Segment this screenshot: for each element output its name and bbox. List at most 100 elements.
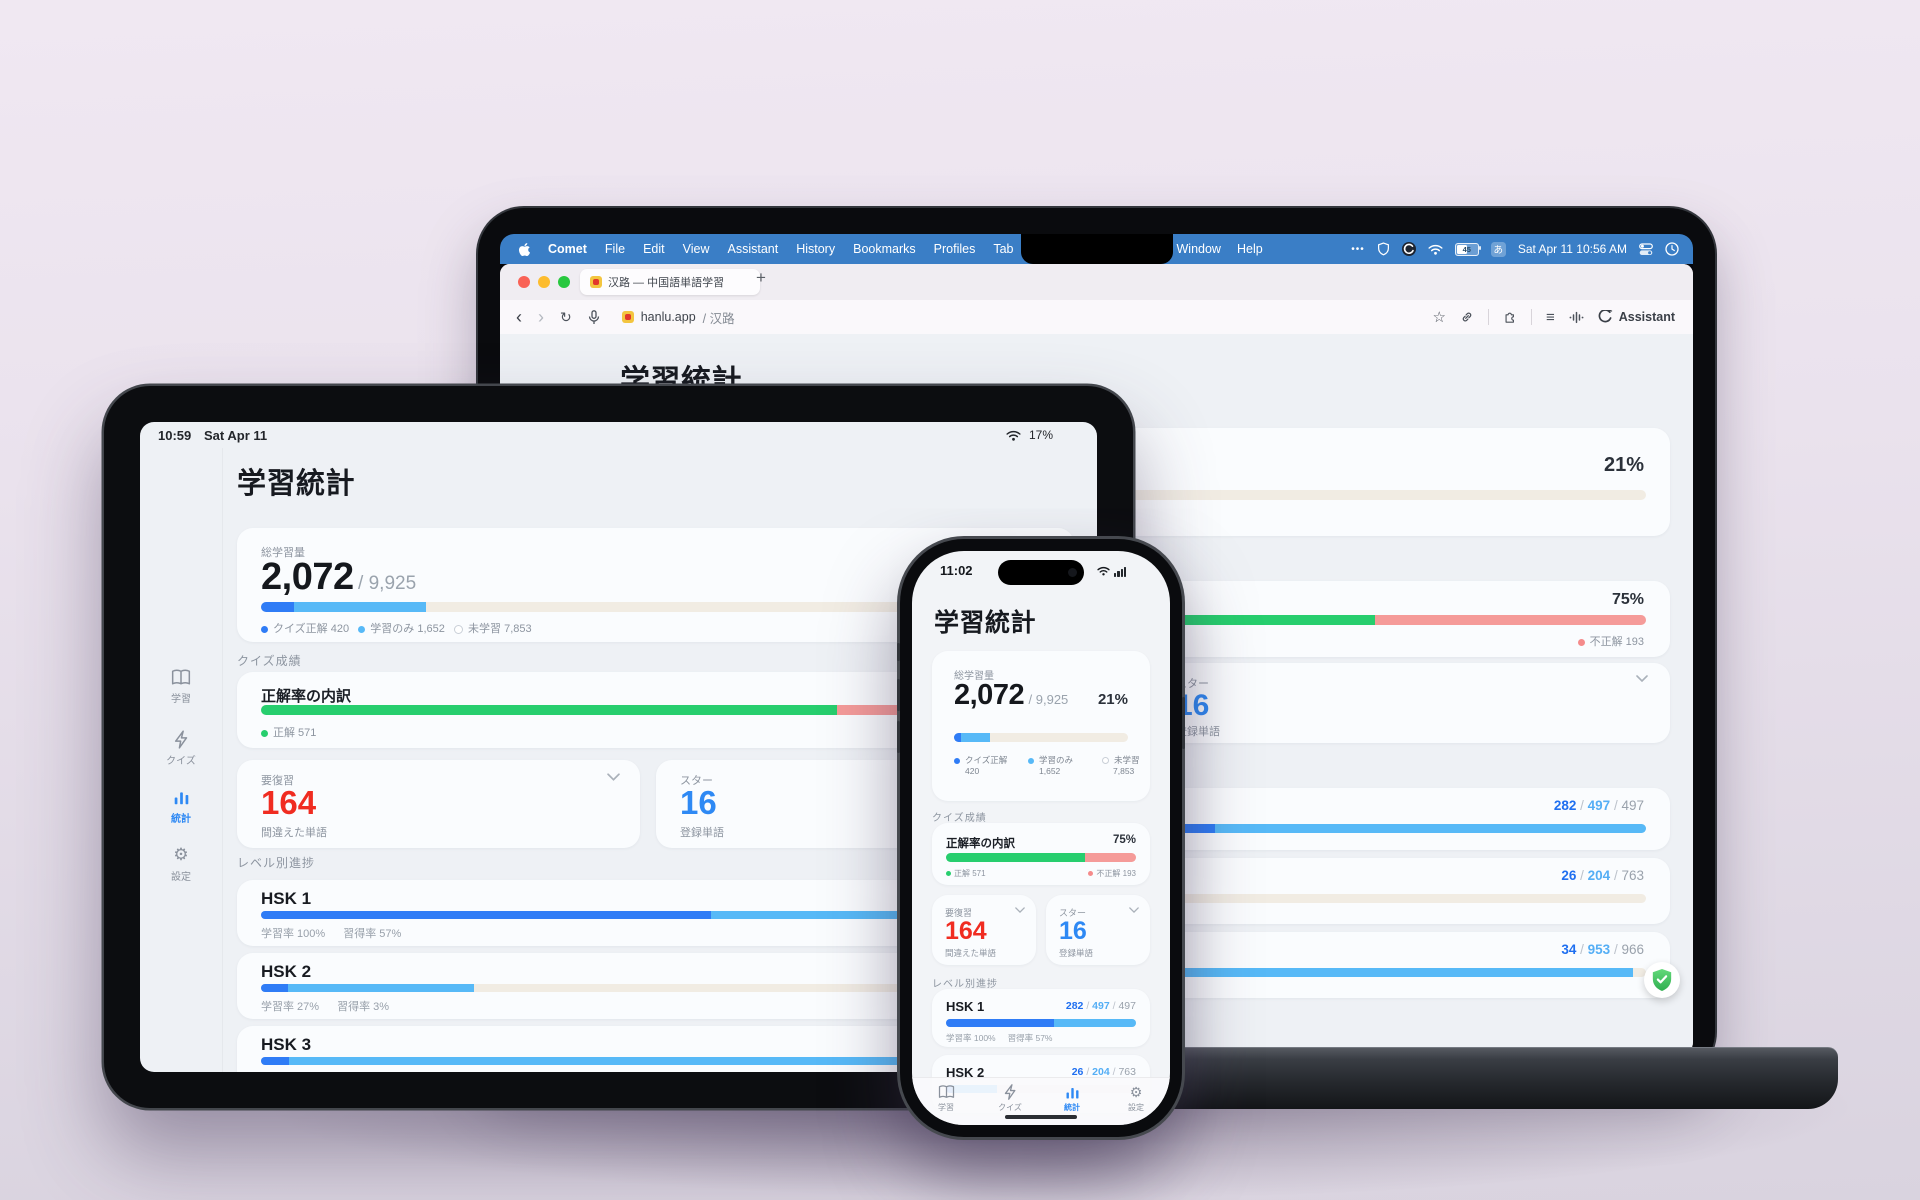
- menubar-clock[interactable]: Sat Apr 11 10:56 AM: [1517, 242, 1627, 256]
- wrong-legend: 不正解 193: [1577, 633, 1644, 649]
- total-percent: 21%: [1603, 454, 1644, 476]
- page-title: 学習統計: [237, 468, 356, 500]
- hsk-name: HSK 1: [261, 889, 312, 908]
- adblock-shield-badge[interactable]: [1644, 962, 1680, 998]
- correct-legend: 正解 571: [261, 724, 316, 740]
- hsk-progress-bar: [261, 911, 1050, 919]
- chevron-down-icon[interactable]: [1129, 907, 1139, 913]
- copy-link-icon[interactable]: [1460, 310, 1474, 324]
- hsk-rates: 学習率 100% 習得率 57%: [261, 928, 402, 940]
- bookmark-star-icon[interactable]: ☆: [1432, 309, 1446, 326]
- zoom-window-button[interactable]: [558, 276, 570, 288]
- ipad-status-bar: 10:59 Sat Apr 11 17%: [140, 422, 1097, 448]
- menu-tab[interactable]: Tab: [993, 242, 1014, 256]
- more-menu-icon[interactable]: •••: [1351, 243, 1365, 255]
- hsk-progress-bar: [946, 1019, 1136, 1027]
- sidebar-item-label: 学習: [171, 694, 191, 705]
- menu-file[interactable]: File: [604, 242, 626, 256]
- tab-label: 統計: [1064, 1103, 1080, 1112]
- input-source-icon[interactable]: あ: [1490, 241, 1506, 257]
- lightning-icon: [140, 728, 222, 750]
- star-card: スター 16 登録単語: [1152, 663, 1670, 743]
- accuracy-percent: 75%: [1112, 834, 1136, 846]
- action-button: [897, 643, 900, 661]
- bar-chart-icon: [1044, 1083, 1100, 1101]
- tab-settings[interactable]: ⚙ 設定: [1108, 1083, 1164, 1113]
- address-bar[interactable]: hanlu.app / 汉路: [621, 308, 735, 327]
- hsk-values: 282 / 497 / 497: [1065, 1000, 1136, 1012]
- mic-icon[interactable]: [588, 309, 600, 325]
- sidebar-item-settings[interactable]: ⚙ 設定: [140, 844, 222, 883]
- legend-learn: 学習のみ 1,652: [1028, 755, 1073, 777]
- chevron-down-icon[interactable]: [1015, 907, 1025, 913]
- extensions-icon[interactable]: [1503, 310, 1517, 324]
- home-indicator[interactable]: [1005, 1114, 1077, 1119]
- menu-edit[interactable]: Edit: [643, 242, 665, 256]
- page-audio-icon[interactable]: [1569, 311, 1584, 324]
- levels-section-label: レベル別進捗: [237, 856, 316, 870]
- menu-app-name[interactable]: Comet: [548, 242, 587, 256]
- apple-menu-icon[interactable]: [516, 242, 539, 257]
- tab-study[interactable]: 学習: [918, 1083, 974, 1113]
- total-legend: クイズ正解 420 学習のみ 1,652 未学習 7,853: [261, 620, 532, 636]
- menu-bookmarks[interactable]: Bookmarks: [853, 242, 916, 256]
- total-label: 総学習量: [261, 547, 305, 559]
- review-card: 要復習 164 間違えた単語: [237, 760, 640, 848]
- back-button[interactable]: ‹: [516, 306, 522, 327]
- battery-icon[interactable]: 45: [1454, 242, 1482, 256]
- hsk-progress-bar: [261, 1057, 1050, 1065]
- wifi-icon[interactable]: [1428, 244, 1443, 255]
- dynamic-island: [998, 560, 1084, 585]
- sidebar-item-stats[interactable]: 統計: [140, 786, 222, 825]
- menu-profiles[interactable]: Profiles: [933, 242, 976, 256]
- reload-button[interactable]: ↻: [560, 308, 572, 325]
- star-sub: 登録単語: [680, 827, 724, 839]
- chevron-down-icon[interactable]: [1636, 675, 1648, 682]
- forward-button[interactable]: ›: [538, 306, 544, 327]
- review-card: 要復習 164 間違えた単語: [932, 895, 1036, 965]
- total-progress-bar: [261, 602, 1050, 612]
- gear-icon: ⚙: [173, 845, 189, 864]
- iphone-status-bar: 11:02 74: [912, 563, 1170, 579]
- menu-window[interactable]: Window: [1176, 242, 1221, 256]
- status-time: 10:59: [158, 428, 192, 443]
- clock-widget-icon[interactable]: [1665, 242, 1679, 256]
- reader-mode-icon[interactable]: ≡: [1545, 308, 1555, 326]
- shield-icon[interactable]: [1377, 242, 1390, 256]
- cellular-signal-icon: [1114, 567, 1126, 577]
- sidebar-item-study[interactable]: 学習: [140, 666, 222, 705]
- sidebar-item-quiz[interactable]: クイズ: [140, 728, 222, 767]
- accuracy-title: 正解率の内訳: [946, 838, 1015, 850]
- new-tab-button[interactable]: +: [756, 268, 766, 287]
- comet-logo-icon[interactable]: [1401, 242, 1416, 256]
- hsk-values: 34 / 953 / 966: [1561, 942, 1644, 957]
- hsk-values: 26 / 204 / 763: [1561, 868, 1644, 883]
- star-sub: 登録単語: [1059, 948, 1094, 958]
- toolbar-right: ☆ ≡: [1432, 308, 1694, 327]
- menu-history[interactable]: History: [796, 242, 836, 256]
- star-sub: 登録単語: [1176, 726, 1220, 738]
- wrong-legend: 不正解 193: [1088, 868, 1136, 879]
- tab-quiz[interactable]: クイズ: [982, 1083, 1038, 1113]
- assistant-button[interactable]: Assistant: [1598, 310, 1675, 324]
- menu-view[interactable]: View: [682, 242, 710, 256]
- star-card: スター 16 登録単語: [1046, 895, 1150, 965]
- star-label: スター: [1059, 908, 1087, 918]
- hsk-name: HSK 2: [946, 1065, 985, 1080]
- menubar-status-icons: ••• 45 あ: [1351, 241, 1679, 257]
- menu-assistant[interactable]: Assistant: [727, 242, 779, 256]
- hsk-values: 282 / 497 / 497: [1553, 798, 1644, 813]
- browser-tab[interactable]: 汉路 — 中国語単語学習: [580, 269, 760, 295]
- menu-help[interactable]: Help: [1236, 242, 1263, 256]
- quiz-section-label: クイズ成績: [932, 813, 987, 824]
- gear-icon: ⚙: [1129, 1083, 1143, 1100]
- tab-stats[interactable]: 統計: [1044, 1083, 1100, 1113]
- control-center-icon[interactable]: [1639, 242, 1653, 256]
- book-icon: [918, 1083, 974, 1101]
- close-window-button[interactable]: [518, 276, 530, 288]
- chevron-down-icon[interactable]: [607, 773, 620, 781]
- minimize-window-button[interactable]: [538, 276, 550, 288]
- lightning-icon: [982, 1083, 1038, 1101]
- status-date: Sat Apr 11: [204, 428, 268, 443]
- book-icon: [140, 666, 222, 688]
